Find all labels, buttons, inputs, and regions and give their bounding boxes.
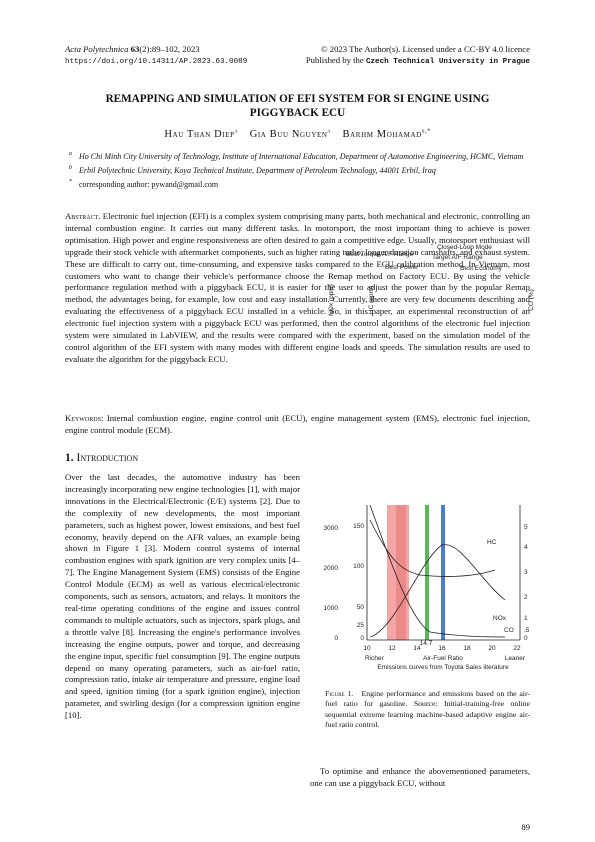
title: REMAPPING AND SIMULATION OF EFI SYSTEM F…: [105, 93, 490, 119]
label: Best Power: [385, 264, 419, 271]
tick: 50: [357, 604, 365, 611]
tick: 0: [360, 635, 364, 642]
tick: 2000: [324, 565, 339, 572]
author: Barhm Mohamadb,*: [342, 128, 431, 140]
label: Target A/F Range: [432, 254, 483, 261]
license: © 2023 The Author(s). Licensed under a C…: [320, 44, 530, 54]
curve-label: CO: [504, 627, 514, 634]
label: Emissions curves from Toyota Sales liter…: [377, 664, 509, 671]
co-line: [369, 504, 506, 638]
section-title: Introduction: [76, 452, 139, 464]
figure-caption: Figure 1. Engine performance and emissio…: [325, 689, 530, 730]
keywords: Keywords: Internal combustion engine, en…: [65, 413, 530, 437]
keywords-label: Keywords:: [65, 413, 104, 423]
authors: Hau Than Diepa Gia Buu Nguyena Barhm Moham…: [65, 128, 530, 140]
power-band-core: [396, 505, 406, 640]
tick: 16: [438, 645, 446, 652]
publisher: Czech Technical University in Prague: [365, 58, 530, 66]
curve-label: NOx: [493, 615, 507, 622]
tick: 4: [524, 544, 528, 551]
tick: 0: [524, 635, 528, 642]
journal: Acta Polytechnica: [65, 44, 129, 54]
label: Air-Fuel Ratio: [423, 655, 463, 662]
section-heading: 1. Introduction: [65, 452, 138, 464]
tick: 18: [463, 645, 471, 652]
page-number: 89: [521, 822, 530, 832]
tick: 22: [513, 645, 521, 652]
tick: 1000: [324, 605, 339, 612]
tick: .5: [524, 627, 530, 634]
figure: Best Torque A/F Range Closed-Loop Mode Tar…: [324, 244, 535, 671]
author-sup: a: [327, 128, 331, 134]
caption-text: Engine performance and emissions based o…: [325, 689, 530, 729]
axes: [366, 505, 521, 641]
axis-label: NOx (ppm): [328, 284, 335, 316]
axis-label: CO (%): [528, 289, 535, 311]
caption-label: Figure 1.: [325, 689, 354, 698]
body-right: To optimise and enhance the abovemention…: [310, 766, 530, 788]
target-band: [425, 505, 429, 640]
tick: 10: [363, 645, 371, 652]
affiliation-mark: *: [69, 178, 72, 185]
author-sup: b,*: [421, 128, 431, 134]
label: Closed-Loop Mode: [437, 244, 492, 251]
abstract: Abstract. Electronic fuel injection (EFI…: [65, 211, 530, 366]
abstract-text: Electronic fuel injection (EFI) is a com…: [65, 211, 531, 364]
tick: 14.7: [420, 640, 433, 647]
tick: 0: [334, 635, 338, 642]
curve-label: HC: [487, 539, 497, 546]
doi[interactable]: https://doi.org/10.14311/AP.2023.63.0089: [65, 58, 248, 66]
author-name: Barhm Mohamad: [342, 128, 422, 140]
label: Best Torque A/F Range: [346, 251, 413, 258]
affiliation: a Ho Chi Minh City University of Technolo…: [65, 151, 530, 163]
label: Richer: [365, 655, 385, 662]
affiliation-mark: a: [69, 151, 72, 157]
license-info: © 2023 The Author(s). Licensed under a C…: [306, 44, 530, 68]
affiliation-text: Erbil Polytechnic University, Koya Techn…: [79, 165, 436, 175]
economy-band: [441, 505, 445, 640]
tick: 25: [357, 622, 365, 629]
affiliation: * corresponding author: pywand@gmail.com: [65, 178, 530, 191]
axis-label: HC (ppm): [368, 286, 375, 314]
author-sup: a: [234, 128, 238, 134]
issue: (2):89–102, 2023: [139, 44, 200, 54]
volume: 63: [130, 44, 140, 54]
tick: 150: [353, 523, 364, 530]
tick: 12: [388, 645, 396, 652]
tick: 2: [524, 594, 528, 601]
nox-line: [369, 544, 506, 638]
journal-info: Acta Polytechnica 63(2):89–102, 2023 htt…: [65, 44, 247, 68]
affiliations: a Ho Chi Minh City University of Technolo…: [65, 151, 530, 193]
affiliation-mark: b: [69, 164, 72, 171]
body-left: Over the last decades, the automotive in…: [65, 472, 300, 721]
label: Best Economy: [460, 265, 503, 272]
tick: 14: [413, 645, 421, 652]
author: Gia Buu Nguyena: [249, 128, 331, 140]
tick: 5: [524, 524, 528, 531]
author: Hau Than Diepa: [164, 128, 238, 140]
keywords-text: Internal combustion engine, engine contr…: [65, 413, 531, 435]
tick: 1: [524, 615, 528, 622]
author-name: Hau Than Diep: [164, 128, 235, 140]
section-number: 1.: [65, 452, 74, 464]
tick: 3: [524, 569, 528, 576]
author-name: Gia Buu Nguyen: [249, 128, 328, 140]
affiliation-text: Ho Chi Minh City University of Technolog…: [79, 152, 524, 161]
tick: 100: [353, 563, 364, 570]
publisher-prefix: Published by the: [305, 55, 364, 65]
abstract-label: Abstract.: [65, 211, 101, 221]
tick: 3000: [324, 525, 339, 532]
affiliation: b Erbil Polytechnic University, Koya Tech…: [65, 164, 530, 177]
tick: 20: [488, 645, 496, 652]
affiliation-text: corresponding author: pywand@gmail.com: [79, 179, 219, 189]
label: Leaner: [505, 655, 526, 662]
